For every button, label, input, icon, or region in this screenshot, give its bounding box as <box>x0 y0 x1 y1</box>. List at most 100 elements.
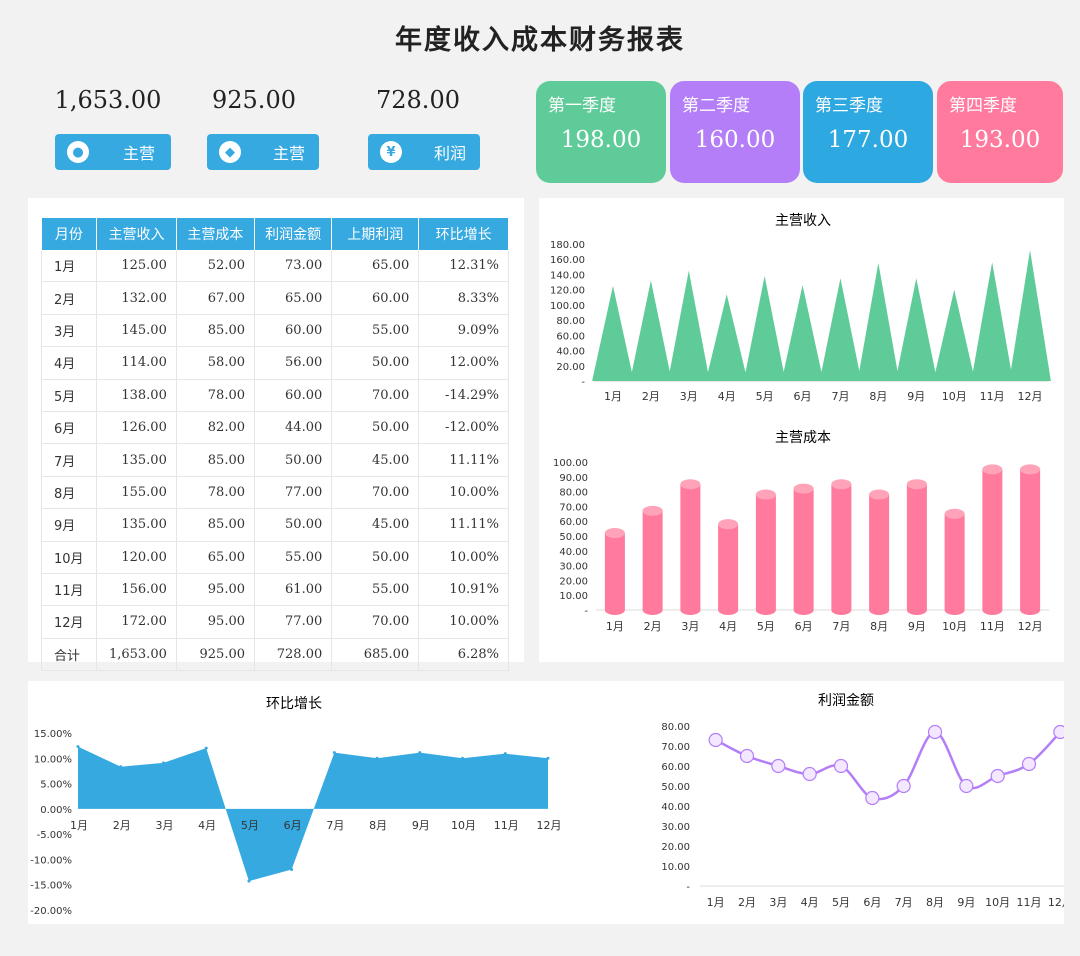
cost-x-tick: 8月 <box>870 620 888 633</box>
table-cell: 60.00 <box>254 314 333 348</box>
cost-x-tick: 1月 <box>606 620 624 633</box>
table-cell: 70.00 <box>331 379 420 412</box>
revenue-y-tick: 80.00 <box>556 316 585 327</box>
table-cell: 77.00 <box>254 605 333 639</box>
table-cell: 70.00 <box>331 476 420 510</box>
growth-x-tick: 6月 <box>284 819 302 832</box>
table-cell: 135.00 <box>96 508 177 542</box>
quarter-value: 198.00 <box>560 127 642 153</box>
table-cell: 6.28% <box>418 638 509 672</box>
table-cell: 50.00 <box>331 541 420 574</box>
profit-point <box>1053 724 1064 740</box>
revenue-bar <box>857 263 900 381</box>
revenue-chart-title: 主营收入 <box>775 213 831 229</box>
table-cell: 55.00 <box>254 541 333 574</box>
growth-chart-title: 环比增长 <box>266 696 322 712</box>
revenue-y-tick: 20.00 <box>556 362 585 373</box>
profit-chart: 利润金额 - 10.00 20.00 30.00 40.00 50.00 60.00 70.0… <box>661 693 1064 909</box>
cost-bar <box>1020 464 1041 615</box>
profit-x-tick: 8月 <box>926 896 944 909</box>
kpi-profit-label: 利润 <box>433 144 466 163</box>
table-cell: 60.00 <box>331 281 420 315</box>
table-cell: 95.00 <box>176 605 256 639</box>
header-profit: 利润金额 <box>254 218 333 250</box>
table-cell: 50.00 <box>331 411 420 445</box>
table-cell: 5月 <box>40 379 98 412</box>
cost-x-tick: 3月 <box>681 620 699 633</box>
table-cell: 77.00 <box>254 476 333 510</box>
kpi-revenue-button[interactable]: ● 主营 <box>55 134 171 170</box>
profit-point <box>771 758 786 774</box>
growth-point <box>161 761 165 765</box>
quarter-value: 160.00 <box>694 127 776 153</box>
table-cell: 172.00 <box>96 605 177 639</box>
table-cell: 55.00 <box>331 314 420 348</box>
revenue-bar <box>667 270 710 381</box>
table-cell: 73.00 <box>254 250 333 283</box>
revenue-x-tick: 12月 <box>1018 390 1043 403</box>
table-cell: 1,653.00 <box>96 638 177 672</box>
revenue-y-tick: 120.00 <box>550 286 585 297</box>
table-cell: 56.00 <box>254 346 333 380</box>
table-cell: 65.00 <box>176 541 256 574</box>
cost-x-tick: 6月 <box>795 620 813 633</box>
growth-point <box>375 756 379 760</box>
growth-y-tick: -20.00% <box>30 906 72 917</box>
profit-point <box>896 778 911 794</box>
profit-x-tick: 1月 <box>707 896 725 909</box>
growth-chart: 环比增长 -20.00% -15.00% -10.00% -5.00% 0.00% 5.0… <box>30 696 561 917</box>
profit-line <box>715 730 1062 801</box>
kpi-profit-button[interactable]: ¥ 利润 <box>368 134 480 170</box>
cost-x-tick: 12月 <box>1018 620 1043 633</box>
header-prev-profit: 上期利润 <box>331 218 420 250</box>
profit-point <box>802 766 817 782</box>
cost-y-tick: 10.00 <box>559 591 588 602</box>
quarter-card-q2: 第二季度 160.00 <box>670 81 800 183</box>
growth-y-tick: 10.00% <box>34 754 72 765</box>
revenue-bar <box>933 289 976 381</box>
table-row: 1月 125.00 52.00 73.00 65.00 12.31% <box>40 250 509 283</box>
coin-icon: ¥ <box>380 141 402 163</box>
growth-point <box>332 751 336 755</box>
profit-y-tick: 70.00 <box>661 742 690 753</box>
growth-point <box>461 756 465 760</box>
profit-point <box>708 732 723 748</box>
table-row: 9月 135.00 85.00 50.00 45.00 11.11% <box>40 508 509 542</box>
revenue-x-tick: 6月 <box>794 390 812 403</box>
growth-point <box>290 868 294 872</box>
table-cell: 6月 <box>40 411 98 445</box>
table-cell: 82.00 <box>176 411 256 445</box>
revenue-x-tick: 3月 <box>680 390 698 403</box>
quarter-card-q1: 第一季度 198.00 <box>536 81 666 183</box>
table-cell: 12.00% <box>418 346 509 380</box>
table-row: 10月 120.00 65.00 55.00 50.00 10.00% <box>40 541 509 574</box>
tag-icon: ◆ <box>219 141 241 163</box>
revenue-y-tick: 140.00 <box>550 270 585 281</box>
table-cell: 125.00 <box>96 250 177 283</box>
table-cell: 85.00 <box>176 314 256 348</box>
quarter-value: 177.00 <box>827 127 909 153</box>
revenue-y-tick: 60.00 <box>556 331 585 342</box>
table-cell: 10.91% <box>418 573 509 607</box>
growth-y-tick: -5.00% <box>37 830 72 841</box>
cost-y-tick: 30.00 <box>559 562 588 573</box>
table-cell: 70.00 <box>331 605 420 639</box>
profit-x-tick: 5月 <box>832 896 850 909</box>
table-cell: 10月 <box>40 541 98 574</box>
table-cell: -12.00% <box>418 411 509 445</box>
cost-x-tick: 10月 <box>942 620 967 633</box>
table-cell: 12.31% <box>418 250 509 283</box>
cost-bar <box>680 479 701 615</box>
table-cell: 3月 <box>40 314 98 348</box>
table-cell: 50.00 <box>254 508 333 542</box>
cost-x-tick: 2月 <box>644 620 662 633</box>
cost-y-tick: 90.00 <box>559 473 588 484</box>
profit-point <box>865 790 880 806</box>
table-cell: 7月 <box>40 443 98 477</box>
bottom-panel: 环比增长 -20.00% -15.00% -10.00% -5.00% 0.00% 5.0… <box>28 681 1064 924</box>
table-cell: 120.00 <box>96 541 177 574</box>
kpi-cost-button[interactable]: ◆ 主营 <box>207 134 319 170</box>
table-cell: 145.00 <box>96 314 177 348</box>
table-cell: 52.00 <box>176 250 256 283</box>
cost-bar <box>642 505 663 615</box>
